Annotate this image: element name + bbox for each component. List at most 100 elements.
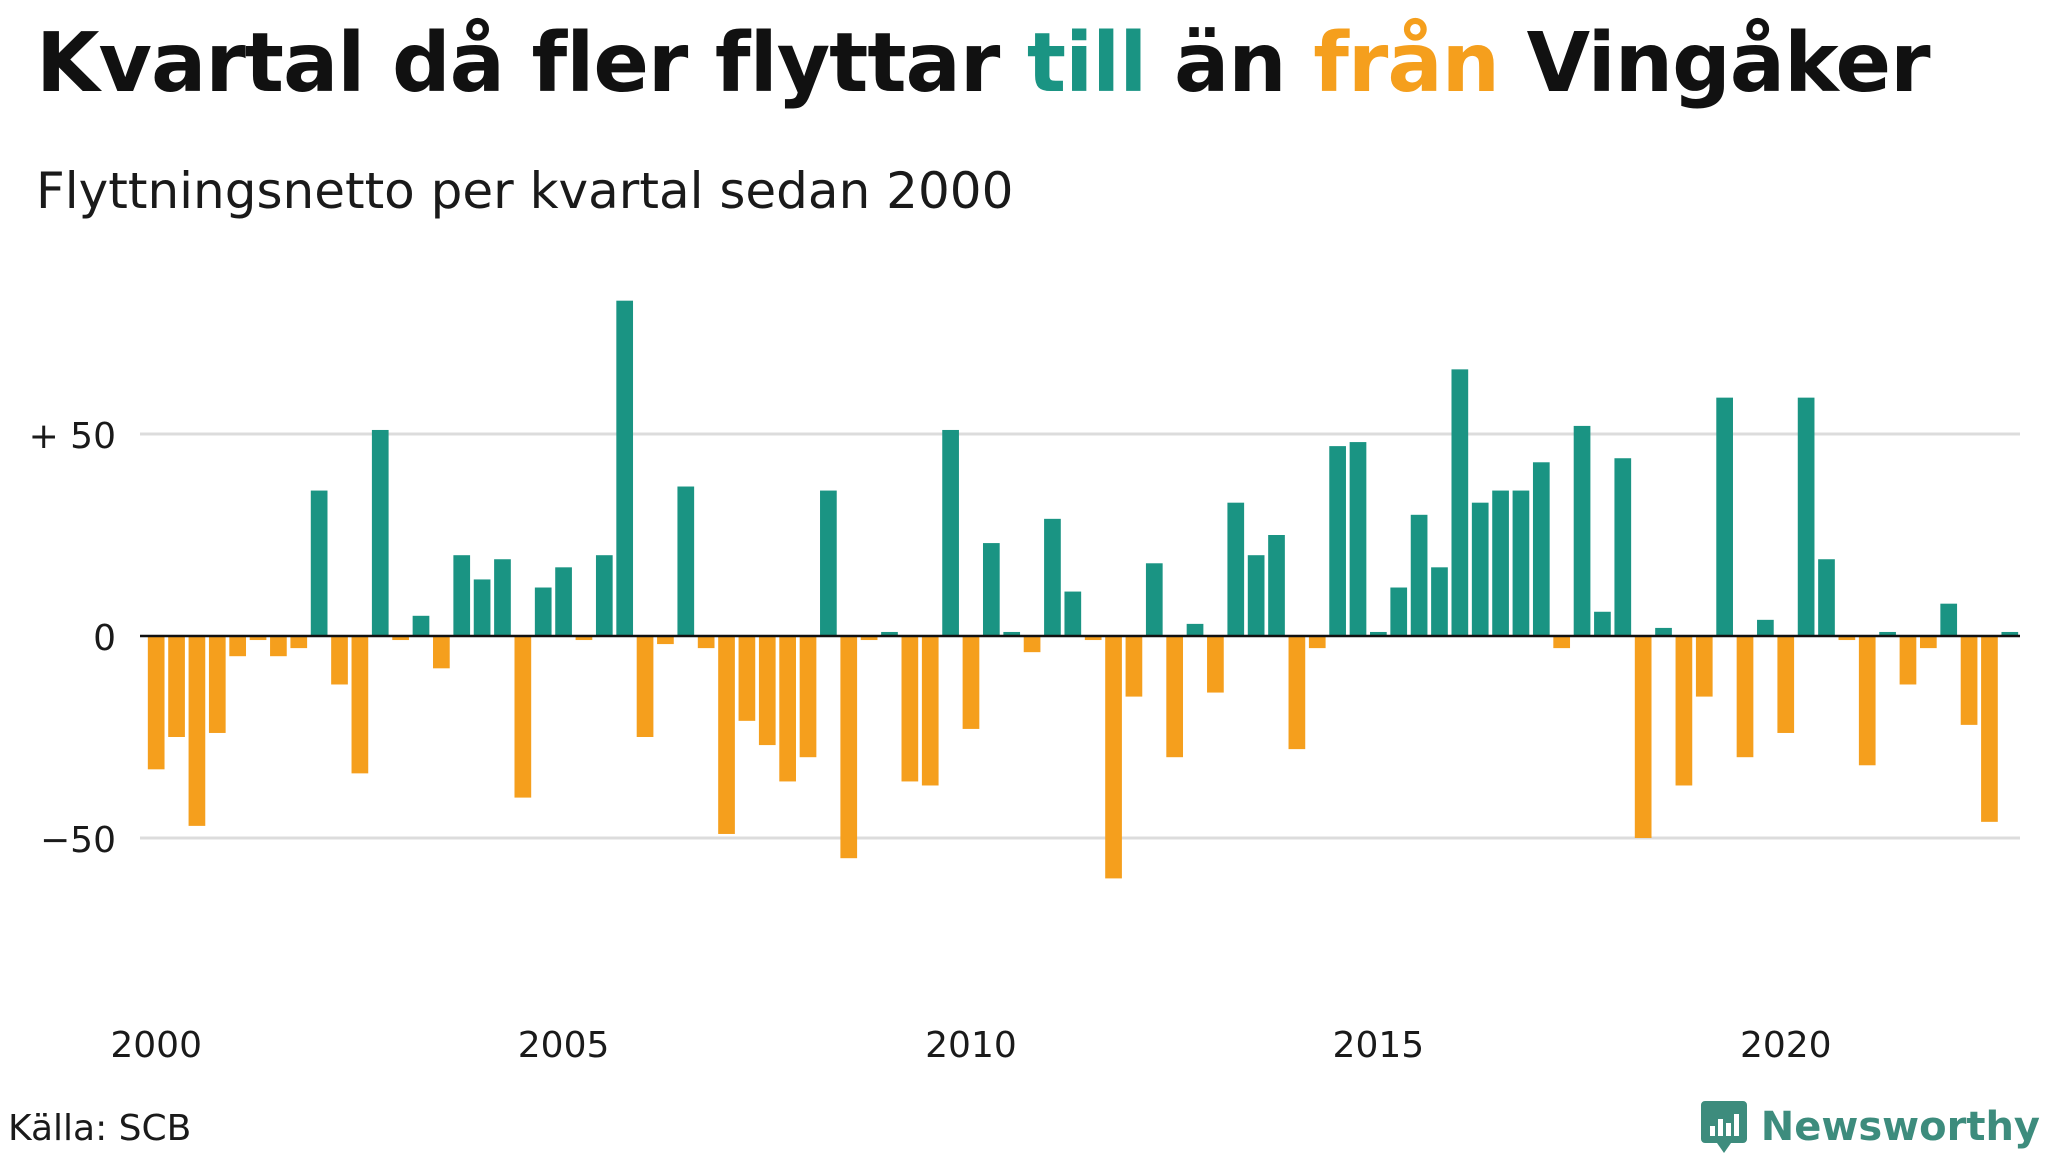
bar	[860, 636, 878, 641]
bar	[1532, 462, 1550, 636]
bar	[1471, 502, 1489, 636]
bar	[412, 615, 430, 636]
bar	[1410, 514, 1428, 636]
bar	[1614, 458, 1632, 636]
bar	[473, 579, 491, 636]
bar	[1370, 631, 1387, 636]
bar	[1757, 619, 1774, 636]
bar	[921, 636, 939, 786]
bar	[249, 636, 267, 641]
bar	[718, 636, 735, 834]
bar	[1919, 636, 1937, 649]
source-label: Källa: SCB	[8, 1108, 192, 1149]
bar	[758, 636, 776, 746]
bar	[1023, 636, 1041, 653]
bar	[1105, 636, 1122, 879]
bar	[1594, 611, 1611, 636]
bar	[1838, 636, 1856, 641]
bar	[1736, 636, 1754, 758]
bar	[1777, 636, 1795, 733]
bar	[1797, 397, 1815, 636]
chart-subtitle: Flyttningsnetto per kvartal sedan 2000	[36, 162, 1014, 220]
bar	[575, 636, 593, 641]
y-tick-label: 0	[93, 618, 116, 659]
bar	[1451, 369, 1469, 636]
title-text-2: än	[1146, 16, 1314, 111]
brand[interactable]: Newsworthy	[1700, 1101, 2040, 1153]
bar	[534, 587, 552, 636]
bar	[1186, 623, 1204, 636]
chart-title: Kvartal då fler flyttar till än från Vin…	[36, 16, 1931, 111]
bar	[616, 300, 634, 636]
bar	[2001, 631, 2019, 636]
bar	[433, 636, 450, 669]
bar	[1329, 446, 1346, 636]
bar	[1166, 636, 1184, 758]
bar	[1431, 567, 1448, 636]
bar	[1003, 631, 1021, 636]
bar	[514, 636, 532, 798]
bar	[555, 567, 572, 636]
bar	[351, 636, 369, 774]
bar	[494, 559, 511, 636]
x-tick-label: 2005	[518, 1025, 610, 1066]
bar	[188, 636, 206, 826]
bar	[1858, 636, 1876, 766]
bar-chart: + 50 0 −50 2000 2005 2010 2015 2020	[29, 300, 2020, 1066]
bar	[962, 636, 980, 729]
bar	[371, 429, 389, 636]
title-word-fran: från	[1313, 16, 1500, 111]
bar	[1390, 587, 1408, 636]
bar	[1940, 603, 1958, 636]
gridlines	[140, 432, 2020, 840]
bar	[1512, 490, 1530, 636]
bar	[310, 490, 328, 636]
bar	[1981, 636, 1998, 822]
bar	[1899, 636, 1917, 685]
bar	[1227, 502, 1245, 636]
bar	[1879, 631, 1896, 636]
x-tick-label: 2010	[925, 1025, 1017, 1066]
bar	[290, 636, 308, 649]
bar	[453, 555, 471, 636]
bar	[1268, 535, 1285, 636]
y-tick-label: −50	[40, 820, 116, 861]
bar	[779, 636, 796, 782]
bar	[881, 631, 898, 636]
newsworthy-logo-icon	[1700, 1101, 1747, 1153]
bar	[392, 636, 409, 641]
bar	[1084, 636, 1102, 641]
title-word-till: till	[1026, 16, 1148, 111]
bar	[147, 636, 165, 770]
bar	[1655, 627, 1672, 636]
bar	[1349, 442, 1367, 636]
bar	[1288, 636, 1306, 750]
bar	[738, 636, 756, 721]
bar	[1064, 591, 1082, 636]
axes: + 50 0 −50 2000 2005 2010 2015 2020	[29, 416, 2020, 1066]
bar	[208, 636, 226, 733]
title-text-3: Vingåker	[1499, 16, 1931, 111]
bar	[1675, 636, 1693, 786]
bar	[982, 543, 1000, 636]
bar	[1634, 636, 1652, 838]
x-tick-label: 2000	[110, 1025, 202, 1066]
bar	[677, 486, 695, 636]
title-text-1: Kvartal då fler flyttar	[36, 16, 1027, 111]
bar	[942, 429, 959, 636]
x-tick-label: 2015	[1333, 1025, 1425, 1066]
bars	[147, 300, 2019, 879]
bar	[168, 636, 185, 737]
bar	[636, 636, 654, 737]
x-tick-label: 2020	[1740, 1025, 1832, 1066]
bar	[1716, 397, 1733, 636]
bar	[1960, 636, 1978, 725]
brand-name: Newsworthy	[1760, 1104, 2040, 1150]
bar	[657, 636, 674, 645]
bar	[697, 636, 715, 649]
bar	[331, 636, 348, 685]
bar	[229, 636, 247, 657]
bar	[1125, 636, 1143, 697]
bar	[1207, 636, 1224, 693]
bar	[1308, 636, 1326, 649]
